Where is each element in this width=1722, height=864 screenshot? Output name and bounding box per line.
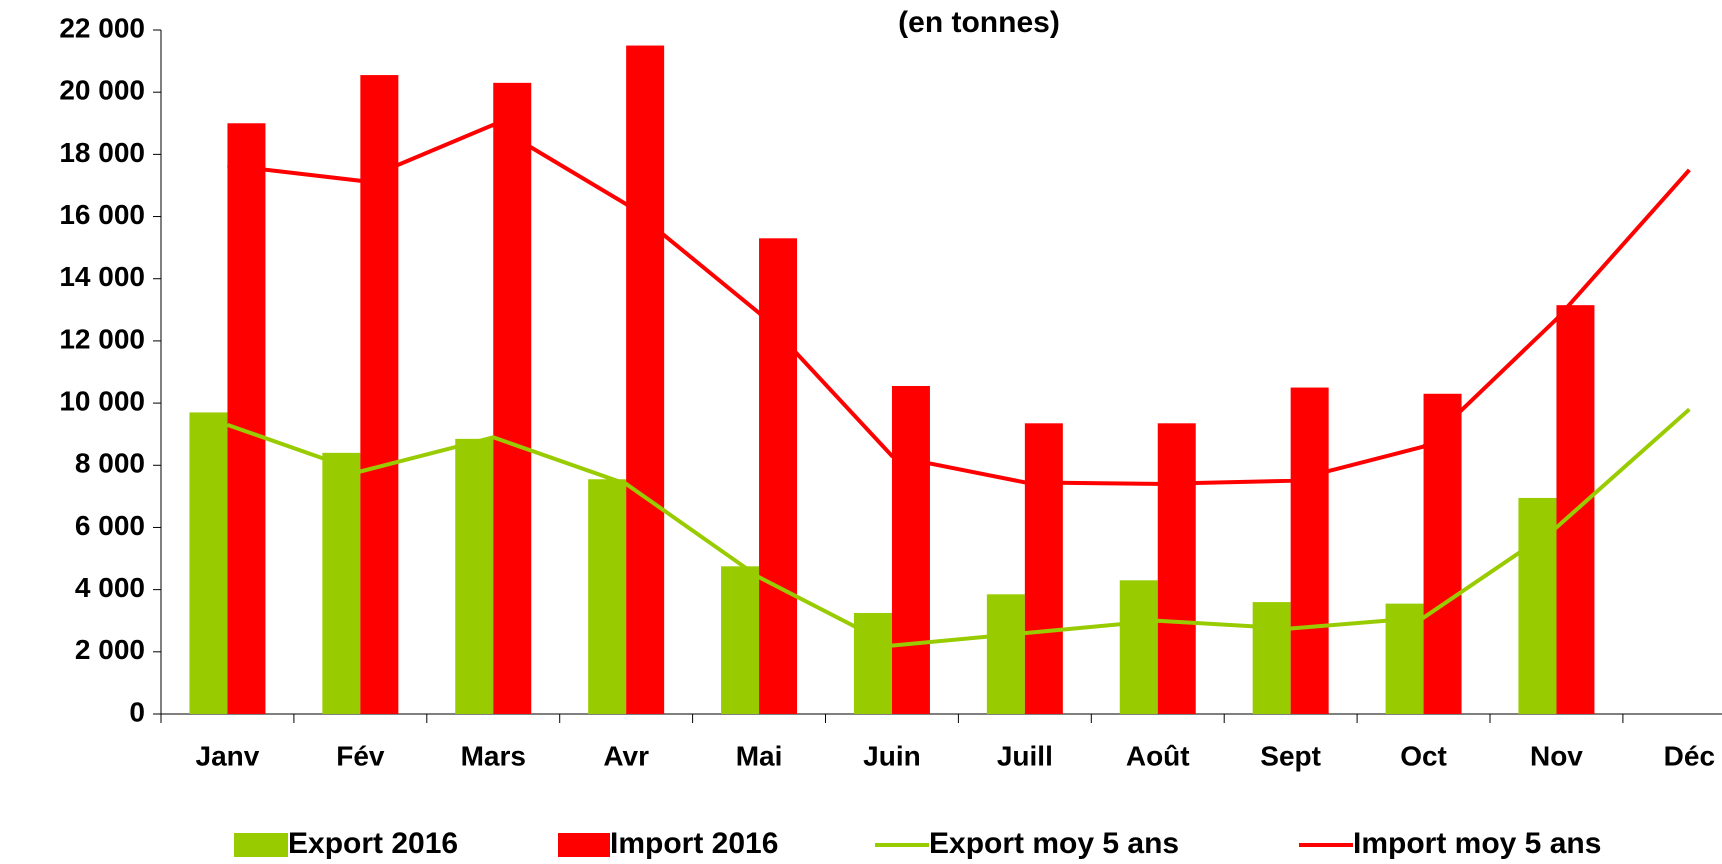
bar bbox=[721, 566, 760, 714]
legend-swatch bbox=[558, 833, 610, 857]
bar bbox=[1157, 423, 1196, 714]
bar bbox=[759, 238, 798, 715]
bar bbox=[1024, 423, 1063, 714]
y-tick-label: 14 000 bbox=[59, 261, 145, 292]
chart-title: (en tonnes) bbox=[898, 6, 1060, 39]
y-tick-label: 22 000 bbox=[59, 12, 145, 43]
y-tick-label: 16 000 bbox=[59, 199, 145, 230]
x-tick-label: Août bbox=[1126, 740, 1190, 771]
y-tick-label: 10 000 bbox=[59, 385, 145, 416]
line-series bbox=[226, 407, 1691, 648]
bar bbox=[227, 123, 266, 715]
y-tick-label: 18 000 bbox=[59, 137, 145, 168]
x-tick-label: Juin bbox=[863, 740, 921, 771]
y-tick-label: 6 000 bbox=[75, 510, 145, 541]
y-tick-label: 0 bbox=[129, 696, 145, 727]
x-tick-label: Fév bbox=[336, 740, 385, 771]
legend-swatch bbox=[234, 833, 288, 857]
y-tick-label: 20 000 bbox=[59, 75, 145, 106]
bar bbox=[1252, 602, 1291, 714]
legend-label: Export moy 5 ans bbox=[929, 827, 1179, 860]
x-tick-label: Mars bbox=[461, 740, 526, 771]
bar bbox=[493, 82, 532, 714]
x-tick-label: Oct bbox=[1400, 740, 1447, 771]
x-tick-label: Janv bbox=[196, 740, 260, 771]
bar bbox=[588, 479, 627, 714]
legend-label: Import moy 5 ans bbox=[1353, 827, 1601, 860]
bar bbox=[1119, 580, 1158, 714]
x-tick-label: Juill bbox=[997, 740, 1053, 771]
legend-label: Import 2016 bbox=[610, 827, 778, 860]
y-tick-label: 2 000 bbox=[75, 634, 145, 665]
x-tick-label: Avr bbox=[603, 740, 649, 771]
y-tick-label: 4 000 bbox=[75, 572, 145, 603]
x-tick-label: Mai bbox=[736, 740, 783, 771]
y-tick-label: 8 000 bbox=[75, 448, 145, 479]
x-tick-label: Nov bbox=[1530, 740, 1583, 771]
x-tick-label: Déc bbox=[1664, 740, 1715, 771]
bar bbox=[322, 452, 361, 714]
bar bbox=[626, 45, 665, 714]
bar bbox=[455, 438, 494, 714]
bar bbox=[189, 412, 228, 714]
legend-label: Export 2016 bbox=[288, 827, 458, 860]
bar bbox=[1423, 393, 1462, 714]
bar bbox=[1290, 387, 1329, 714]
line-series bbox=[227, 122, 1691, 486]
x-tick-label: Sept bbox=[1260, 740, 1321, 771]
y-tick-label: 12 000 bbox=[59, 323, 145, 354]
bar bbox=[891, 385, 930, 714]
bar bbox=[360, 75, 399, 715]
bar bbox=[986, 594, 1025, 714]
